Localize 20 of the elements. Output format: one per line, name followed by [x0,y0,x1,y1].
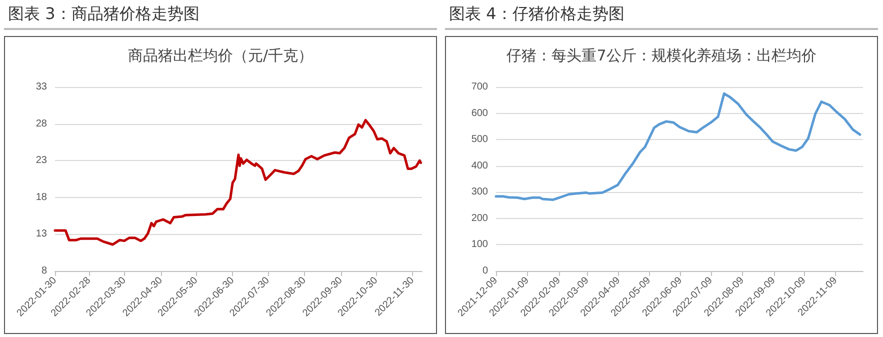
chart-subtitle: 仔猪：每头重7公斤：规模化养殖场：出栏均价 [506,46,816,64]
y-tick-label: 13 [36,228,48,240]
y-tick-label: 18 [36,192,48,203]
y-tick-label: 200 [471,212,488,224]
y-tick-label: 8 [41,266,48,276]
y-tick-label: 700 [471,82,488,92]
y-tick-label: 500 [471,134,488,146]
y-tick-label: 33 [36,82,48,92]
y-tick-label: 23 [36,155,48,166]
y-tick-label: 28 [36,118,48,130]
chart-title: 图表 4：仔猪价格走势图 [445,0,878,30]
y-tick-label: 100 [471,239,488,250]
line-series [494,92,862,202]
chart-title: 图表 3：商品猪价格走势图 [4,0,437,30]
y-tick-label: 400 [471,160,488,172]
y-tick-label: 300 [471,186,488,198]
y-tick-label: 600 [471,108,488,119]
y-tick-label: 0 [482,266,488,276]
line-series [54,118,422,246]
chart-subtitle: 商品猪出栏均价（元/千克） [128,46,314,64]
